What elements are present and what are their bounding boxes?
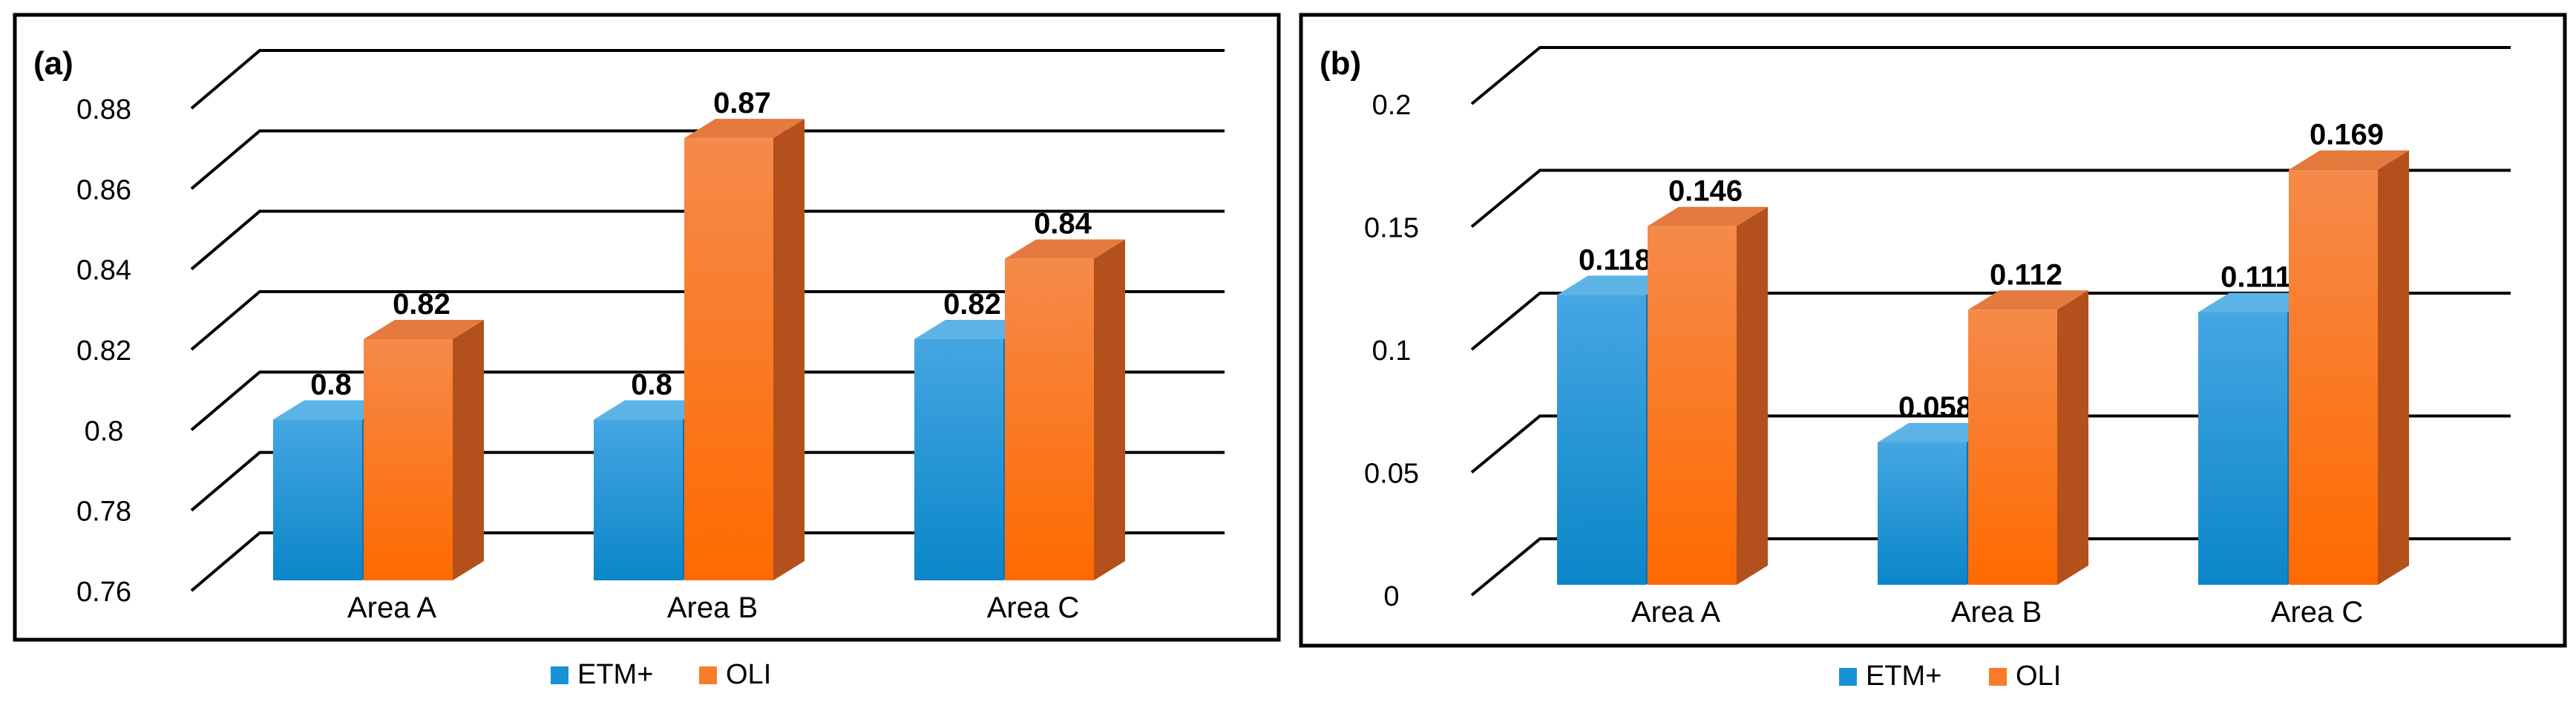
bar-oli-side — [2378, 150, 2409, 586]
x-category-label: Area A — [1631, 596, 1720, 629]
panel-a-label: (a) — [33, 45, 73, 82]
gridline — [190, 290, 1225, 351]
bar-etm-top — [273, 400, 393, 420]
bar-oli-side — [453, 320, 484, 580]
bar-oli-value-label: 0.87 — [713, 87, 771, 119]
x-category-label: Area A — [347, 591, 436, 624]
bar-etm-value-label: 0.058 — [1898, 391, 1973, 424]
y-tick-label: 0.05 — [1364, 459, 1419, 490]
bar-oli-value-label: 0.112 — [1990, 258, 2062, 291]
gridline — [1470, 46, 2511, 105]
bar-etm — [914, 339, 1003, 580]
x-category-label: Area B — [667, 591, 758, 624]
x-category-label: Area C — [987, 591, 1080, 624]
panel-a-plot: 0.76 0.78 0.8 0.82 0.84 0.86 0.88 0.8 0.82 Area A… — [76, 49, 1225, 624]
bar-oli-top — [2289, 150, 2409, 170]
gridline — [190, 49, 1225, 110]
legend-oli-swatch — [699, 666, 717, 684]
gridline — [190, 209, 1225, 271]
y-tick-label: 0.84 — [76, 255, 131, 286]
legend-oli-swatch — [1989, 668, 2007, 686]
bar-oli-side — [2057, 290, 2088, 585]
panel-a-frame — [13, 13, 1281, 642]
legend-etm-label: ETM+ — [1866, 661, 1941, 692]
y-tick-label: 0.8 — [85, 416, 124, 447]
gridline — [190, 370, 1225, 431]
bar-oli-top — [1968, 290, 2088, 310]
bar-etm-top — [2198, 292, 2318, 312]
bar-etm-value-label: 0.82 — [943, 288, 1001, 321]
bar-oli-side — [773, 119, 804, 580]
y-tick-label: 0.15 — [1364, 213, 1419, 244]
panel-b-label: (b) — [1320, 45, 1361, 82]
bar-etm-value-label: 0.118 — [1579, 243, 1651, 276]
y-tick-label: 0.78 — [76, 496, 131, 528]
bar-oli — [1005, 258, 1094, 580]
panel-b-frame — [1299, 13, 2567, 648]
bar-etm-top — [914, 320, 1035, 339]
bar-etm-value-label: 0.8 — [310, 368, 352, 401]
y-tick-label: 0.86 — [76, 174, 131, 206]
bar-etm-top — [594, 400, 714, 420]
panel-b-plot: 0 0.05 0.1 0.15 0.2 0.118 0.146 Area A 0.058 0.11… — [1364, 46, 2511, 629]
bar-etm — [1878, 442, 1967, 585]
panel-b: (b) 0 0.05 0.1 0.15 0.2 0.118 0.146 Area A 0.058… — [1299, 13, 2567, 692]
legend-etm-swatch — [1839, 668, 1857, 686]
bar-etm-value-label: 0.111 — [2221, 261, 2292, 294]
bar-etm — [594, 419, 683, 580]
bar-etm — [1557, 295, 1646, 585]
panel-a: (a) 0.76 0.78 0.8 0.82 0.84 0.86 0.88 0.8 0.82 Ar… — [13, 13, 1281, 690]
y-tick-label: 0.76 — [76, 577, 131, 608]
bar-etm — [273, 419, 362, 580]
gridline — [190, 450, 1225, 512]
bar-oli-value-label: 0.82 — [393, 288, 450, 321]
y-tick-label: 0.2 — [1372, 90, 1412, 121]
bar-oli-top — [684, 119, 804, 139]
bar-oli-side — [1737, 206, 1768, 585]
gridline — [1470, 414, 2511, 474]
gridline — [1470, 168, 2511, 229]
bar-oli — [2289, 169, 2378, 586]
bar-oli — [364, 339, 453, 580]
x-category-label: Area B — [1951, 596, 2042, 629]
bar-oli — [684, 138, 773, 580]
bar-oli-top — [1648, 206, 1768, 226]
panel-b-legend: ETM+ OLI — [1839, 661, 2061, 692]
legend-oli-label: OLI — [2016, 661, 2061, 692]
bar-etm-value-label: 0.8 — [631, 368, 672, 401]
bar-oli-top — [364, 320, 484, 339]
bar-oli-value-label: 0.169 — [2310, 119, 2384, 151]
gridline — [1470, 537, 2511, 597]
y-tick-label: 0.88 — [76, 94, 131, 125]
bar-oli-value-label: 0.84 — [1034, 208, 1092, 240]
legend-etm-label: ETM+ — [577, 659, 653, 690]
bar-oli-top — [1005, 239, 1125, 259]
x-category-label: Area C — [2271, 596, 2364, 629]
gridline — [190, 531, 1225, 592]
legend-oli-label: OLI — [726, 659, 771, 690]
y-tick-label: 0.1 — [1372, 335, 1412, 367]
bar-oli-value-label: 0.146 — [1668, 175, 1743, 208]
gridline — [1470, 292, 2511, 351]
gridline — [190, 129, 1225, 190]
y-tick-label: 0 — [1383, 581, 1399, 612]
bar-oli — [1648, 226, 1737, 585]
bar-etm-top — [1878, 423, 1998, 443]
y-tick-label: 0.82 — [76, 335, 131, 367]
bar-oli — [1968, 309, 2057, 585]
panel-a-legend: ETM+ OLI — [551, 659, 771, 690]
bar-etm — [2198, 312, 2287, 585]
bar-etm-top — [1557, 275, 1677, 295]
bar-oli-side — [1094, 239, 1125, 580]
legend-etm-swatch — [551, 666, 568, 684]
